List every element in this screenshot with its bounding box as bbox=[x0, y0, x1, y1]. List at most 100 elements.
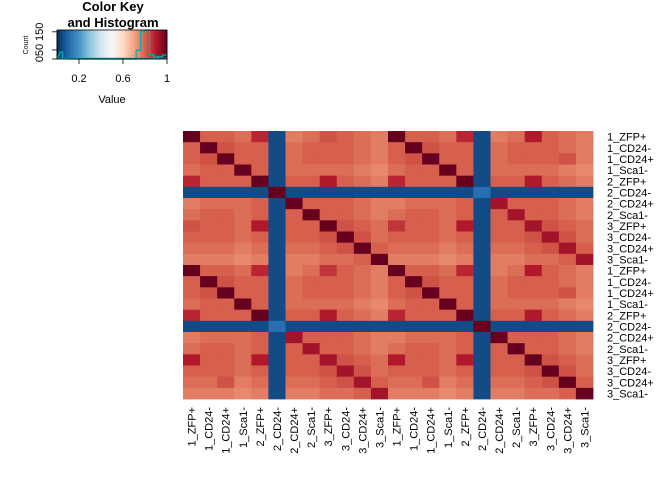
key-gradient-band bbox=[112, 30, 114, 59]
row-label: 2_ZFP+ bbox=[607, 310, 646, 322]
heatmap-cell bbox=[473, 343, 491, 355]
key-gradient-band bbox=[111, 30, 113, 59]
heatmap-cell bbox=[473, 253, 491, 266]
heatmap-cell bbox=[507, 332, 526, 344]
key-gradient-band bbox=[123, 30, 125, 59]
heatmap-cell bbox=[234, 387, 252, 400]
key-gradient-band bbox=[66, 30, 68, 59]
heatmap-cell bbox=[302, 242, 321, 255]
heatmap-cell bbox=[507, 153, 526, 165]
heatmap-cell bbox=[353, 164, 372, 177]
heatmap-cell bbox=[456, 332, 474, 344]
heatmap-cell bbox=[422, 209, 440, 221]
heatmap-cell bbox=[473, 287, 491, 299]
heatmap-cell bbox=[507, 343, 526, 355]
heatmap-cell bbox=[490, 376, 508, 389]
heatmap-cell bbox=[217, 265, 235, 277]
heatmap-cell bbox=[217, 276, 235, 288]
heatmap-cell bbox=[490, 164, 508, 177]
heatmap-cell bbox=[234, 231, 252, 244]
key-gradient-band bbox=[151, 30, 153, 59]
key-gradient-band bbox=[128, 30, 130, 59]
row-label: 3_CD24+ bbox=[607, 243, 654, 255]
row-label: 1_CD24- bbox=[607, 277, 651, 289]
heatmap-cell bbox=[558, 175, 577, 188]
key-gradient-band bbox=[143, 30, 145, 59]
heatmap-cell bbox=[200, 153, 218, 165]
key-gradient-band bbox=[80, 30, 82, 59]
heatmap-cell bbox=[575, 354, 594, 366]
heatmap-cell bbox=[388, 265, 406, 277]
heatmap-cell bbox=[285, 198, 303, 210]
heatmap-cell bbox=[456, 287, 474, 299]
heatmap-cell bbox=[285, 365, 303, 378]
heatmap-cell bbox=[507, 198, 526, 210]
key-gradient-band bbox=[65, 30, 67, 59]
heatmap-cell bbox=[268, 376, 286, 389]
heatmap-cell bbox=[336, 242, 355, 255]
heatmap-cell bbox=[575, 131, 594, 143]
heatmap-cell bbox=[473, 387, 491, 400]
heatmap-cell bbox=[405, 354, 423, 366]
heatmap-cell bbox=[336, 276, 355, 288]
heatmap-cell bbox=[200, 198, 218, 210]
heatmap-cell bbox=[251, 164, 269, 177]
heatmap-cell bbox=[217, 332, 235, 344]
heatmap-cell bbox=[234, 287, 252, 299]
heatmap-cell bbox=[285, 332, 303, 344]
key-gradient-band bbox=[59, 30, 61, 59]
heatmap-cell bbox=[217, 175, 235, 188]
key-gradient-band bbox=[158, 30, 160, 59]
heatmap-cell bbox=[490, 142, 508, 154]
heatmap-cell bbox=[336, 198, 355, 210]
heatmap-cell bbox=[200, 287, 218, 299]
heatmap-cell bbox=[302, 175, 321, 188]
key-gradient-band bbox=[86, 30, 88, 59]
heatmap-cell bbox=[473, 186, 491, 199]
heatmap-cell bbox=[422, 354, 440, 366]
key-gradient-band bbox=[62, 30, 64, 59]
heatmap-cell bbox=[558, 198, 577, 210]
heatmap-cell bbox=[388, 153, 406, 165]
heatmap-cell bbox=[558, 220, 577, 232]
heatmap-cell bbox=[507, 209, 526, 221]
heatmap-cell bbox=[558, 253, 577, 266]
heatmap-cell bbox=[575, 231, 594, 244]
heatmap-cell bbox=[456, 376, 474, 389]
heatmap-cell bbox=[422, 365, 440, 378]
heatmap-cell bbox=[575, 320, 594, 333]
heatmap-cell bbox=[439, 365, 457, 378]
heatmap-cell bbox=[302, 231, 321, 244]
heatmap-cell bbox=[251, 287, 269, 299]
column-label: 2_Sca1- bbox=[306, 407, 318, 448]
heatmap-cell bbox=[183, 220, 201, 232]
heatmap-cell bbox=[234, 343, 252, 355]
heatmap-cell bbox=[439, 309, 457, 322]
heatmap-cell bbox=[285, 354, 303, 366]
key-gradient-band bbox=[117, 30, 119, 59]
heatmap-cell bbox=[388, 231, 406, 244]
heatmap-cell bbox=[370, 265, 389, 277]
key-x-axis: 0.2 0.6 1 bbox=[71, 58, 170, 85]
heatmap-cell bbox=[541, 365, 560, 378]
heatmap-cell bbox=[183, 376, 201, 389]
key-gradient-band bbox=[107, 30, 109, 59]
heatmap-cell bbox=[575, 220, 594, 232]
heatmap-cell bbox=[336, 265, 355, 277]
key-gradient-band bbox=[98, 30, 100, 59]
heatmap-cell bbox=[319, 220, 338, 232]
key-gradient-band bbox=[92, 30, 94, 59]
key-gradient-band bbox=[153, 30, 155, 59]
heatmap-cell bbox=[575, 365, 594, 378]
heatmap-cell bbox=[422, 309, 440, 322]
key-gradient-band bbox=[100, 30, 102, 59]
heatmap-cell bbox=[439, 231, 457, 244]
heatmap-cell bbox=[524, 265, 543, 277]
heatmap-cell bbox=[251, 186, 269, 199]
heatmap-cell bbox=[353, 343, 372, 355]
heatmap-cell bbox=[405, 343, 423, 355]
key-gradient-band bbox=[127, 30, 129, 59]
heatmap-cell bbox=[183, 164, 201, 177]
heatmap-cell bbox=[319, 253, 338, 266]
heatmap-cell bbox=[336, 231, 355, 244]
